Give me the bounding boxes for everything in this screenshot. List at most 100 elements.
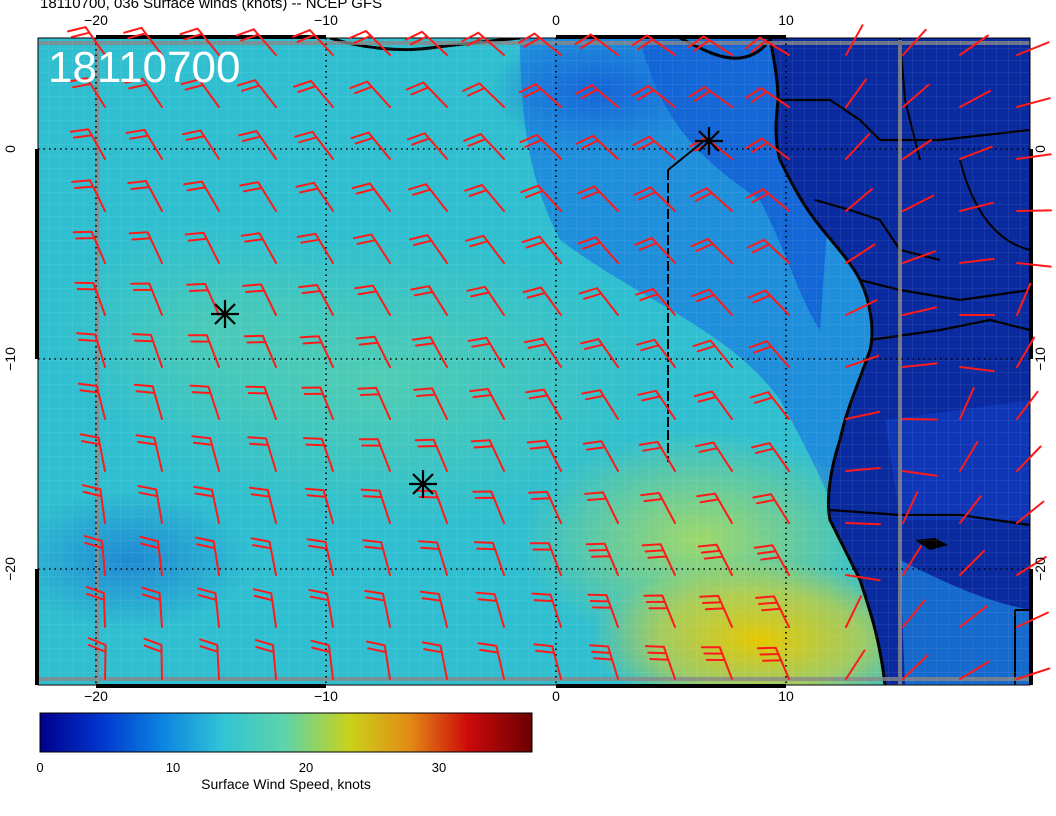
wind-barb [240, 232, 277, 264]
wind-barb [845, 522, 881, 526]
wind-barb [636, 338, 676, 368]
wind-barb [689, 187, 733, 212]
wind-barb [293, 80, 334, 108]
wind-barb [902, 545, 922, 576]
lat-label-left: −10 [2, 347, 18, 371]
wind-barb [751, 442, 790, 472]
wind-barb [748, 340, 790, 368]
wind-barb [696, 492, 733, 524]
wind-barb [902, 83, 930, 108]
wind-barb [845, 649, 866, 680]
wind-barb [135, 434, 163, 472]
wind-barb [191, 435, 220, 472]
wind-barb [404, 30, 448, 56]
wind-barb [308, 589, 334, 628]
wind-barb [519, 134, 562, 160]
wind-barb [405, 81, 448, 108]
wind-barb [635, 288, 676, 316]
wind-barb [409, 234, 448, 264]
wind-barb [467, 336, 505, 368]
wind-barb [189, 384, 220, 420]
wind-barb [902, 194, 935, 212]
wind-barb [124, 77, 163, 108]
wind-barb [239, 181, 277, 212]
wind-barb [295, 181, 334, 212]
wind-barb [1016, 556, 1047, 576]
wind-barb [1016, 500, 1045, 524]
wind-barb [466, 285, 505, 316]
wind-barb [959, 386, 975, 420]
wind-barb [752, 493, 790, 524]
wind-barb [1016, 445, 1042, 472]
wind-barb [577, 236, 619, 264]
wind-barb [74, 281, 106, 316]
wind-barb [1016, 611, 1049, 628]
lon-label-top: 0 [552, 12, 560, 28]
colorbar [39, 712, 533, 753]
wind-barb [123, 26, 163, 56]
wind-barb [902, 139, 933, 160]
wind-barb [81, 484, 106, 524]
lat-label-left: 0 [2, 145, 18, 153]
wind-barb [301, 386, 334, 420]
wind-barb [902, 470, 938, 477]
wind-barb [235, 28, 277, 56]
wind-barb [252, 588, 277, 628]
wind-barb [533, 643, 562, 680]
wind-barb [421, 641, 448, 680]
colorbar-tick: 0 [36, 760, 44, 775]
wind-barb [407, 183, 448, 212]
wind-barb [959, 605, 988, 628]
wind-barb [79, 433, 106, 472]
wind-barb [477, 642, 505, 680]
lon-label-top: −20 [84, 12, 108, 28]
wind-barb [310, 639, 334, 680]
wind-barb [520, 184, 562, 212]
chart-title: 18110700, 036 Surface winds (knots) -- N… [40, 0, 383, 12]
wind-barb [461, 31, 505, 56]
wind-barb [199, 638, 220, 680]
lat-label-right: −10 [1032, 347, 1048, 371]
wind-barb [76, 332, 106, 368]
wind-barb [414, 438, 448, 472]
wind-barb [133, 383, 163, 420]
wind-barb [366, 640, 391, 680]
wind-barb [130, 282, 163, 316]
wind-barb [575, 84, 619, 108]
lon-label-bottom: 0 [552, 688, 560, 704]
wind-barb [845, 467, 881, 472]
wind-barb [845, 133, 871, 160]
wind-barb [357, 386, 391, 420]
wind-barb [193, 485, 220, 524]
wind-barb [364, 589, 391, 628]
wind-barb [247, 436, 277, 472]
wind-barb [306, 538, 334, 576]
wind-barb [85, 586, 106, 628]
wind-barb [187, 334, 220, 368]
wind-barb [959, 495, 982, 524]
marker-asterisk [695, 127, 723, 155]
wind-barb [631, 34, 676, 56]
wind-barb [1016, 667, 1051, 680]
wind-barb [959, 366, 995, 373]
wind-barb [744, 36, 790, 56]
wind-barb [419, 590, 448, 628]
wind-barb [638, 440, 676, 472]
wind-barb [304, 487, 334, 524]
wind-barb [296, 232, 334, 264]
wind-barb [746, 188, 790, 212]
wind-barb [298, 284, 334, 316]
marker-asterisk [409, 470, 437, 498]
wind-barb [589, 644, 619, 680]
wind-barb [238, 130, 277, 160]
date-stamp: 18110700 [48, 43, 241, 92]
wind-barb [959, 440, 979, 472]
wind-barb [845, 574, 881, 582]
wind-barb [418, 540, 448, 576]
wind-barb [352, 233, 391, 264]
wind-barb [959, 660, 991, 680]
wind-barb [67, 26, 106, 56]
wind-barb [902, 491, 919, 524]
wind-barb [531, 592, 562, 628]
